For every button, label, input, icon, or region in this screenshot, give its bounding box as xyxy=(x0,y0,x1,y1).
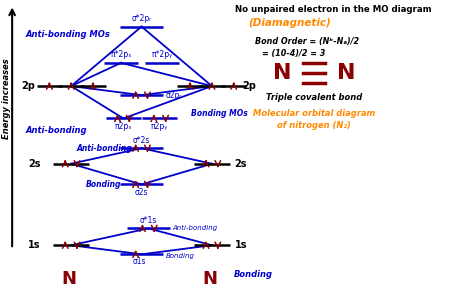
Text: 2p: 2p xyxy=(242,81,256,91)
Text: Bonding: Bonding xyxy=(86,180,121,189)
Text: σ2s: σ2s xyxy=(135,187,148,197)
Text: Anti-bonding MOs: Anti-bonding MOs xyxy=(26,30,110,39)
Text: Bonding MOs: Bonding MOs xyxy=(191,109,247,118)
Text: 2s: 2s xyxy=(235,159,247,169)
Text: Bonding: Bonding xyxy=(165,253,195,259)
Text: Molecular orbital diagram: Molecular orbital diagram xyxy=(253,109,375,118)
Text: N: N xyxy=(337,63,355,83)
Text: Triple covalent bond: Triple covalent bond xyxy=(266,93,362,102)
Text: Anti-bonding: Anti-bonding xyxy=(173,225,218,232)
Text: Bonding: Bonding xyxy=(234,270,273,279)
Text: Bond Order = (Nᵇ-Nₐ)/2: Bond Order = (Nᵇ-Nₐ)/2 xyxy=(255,37,359,46)
Text: σ2pᵣ: σ2pᵣ xyxy=(165,91,182,100)
Text: N: N xyxy=(62,270,76,287)
Text: σ*2pᵣ: σ*2pᵣ xyxy=(131,14,152,23)
Text: σ1s: σ1s xyxy=(133,257,146,266)
Text: No unpaired electron in the MO diagram: No unpaired electron in the MO diagram xyxy=(235,5,431,13)
Text: 1s: 1s xyxy=(28,240,41,250)
Text: of nitrogen (N₂): of nitrogen (N₂) xyxy=(277,121,351,130)
Text: Anti-bonding: Anti-bonding xyxy=(77,144,132,153)
Text: N: N xyxy=(273,63,292,83)
Text: 2s: 2s xyxy=(28,159,41,169)
Text: = (10-4)/2 = 3: = (10-4)/2 = 3 xyxy=(262,49,325,58)
Text: Anti-bonding: Anti-bonding xyxy=(26,126,87,135)
Text: π*2pᵧ: π*2pᵧ xyxy=(152,51,173,59)
Text: σ*2s: σ*2s xyxy=(133,136,150,145)
Text: π2pᵧ: π2pᵧ xyxy=(151,121,168,131)
Text: π*2pₓ: π*2pₓ xyxy=(110,51,132,59)
Text: 2p: 2p xyxy=(21,81,35,91)
Text: Energy increases: Energy increases xyxy=(2,59,11,139)
Text: σ*1s: σ*1s xyxy=(140,216,157,225)
Text: π2pₓ: π2pₓ xyxy=(115,121,132,131)
Text: N: N xyxy=(202,270,217,287)
Text: (Diamagnetic): (Diamagnetic) xyxy=(248,18,331,28)
Text: 1s: 1s xyxy=(235,240,247,250)
